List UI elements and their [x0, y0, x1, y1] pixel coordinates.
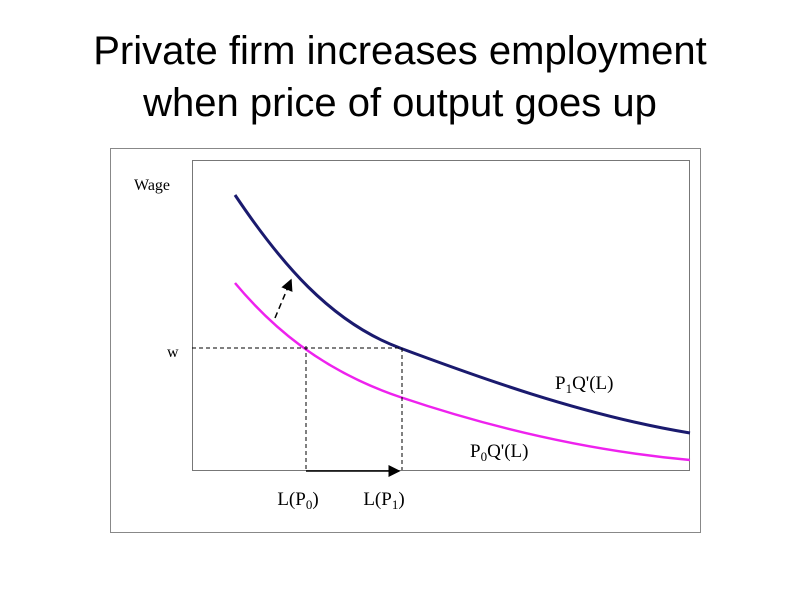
axis-label: Wage	[134, 177, 170, 194]
wage-label: w	[167, 344, 179, 361]
figure-frame	[110, 148, 701, 533]
curve-label: P0Q'(L)	[470, 441, 528, 464]
x-label: L(P1)	[363, 489, 404, 512]
shift-arrow	[274, 278, 293, 319]
title-line: Private firm increases employment	[93, 29, 707, 73]
title-line: when price of output goes up	[142, 81, 657, 125]
x-label: L(P0)	[277, 489, 318, 512]
curve-p0	[234, 282, 691, 462]
plot-frame	[192, 160, 690, 471]
curve-label: P1Q'(L)	[555, 373, 613, 396]
curve-p1	[233, 194, 691, 435]
